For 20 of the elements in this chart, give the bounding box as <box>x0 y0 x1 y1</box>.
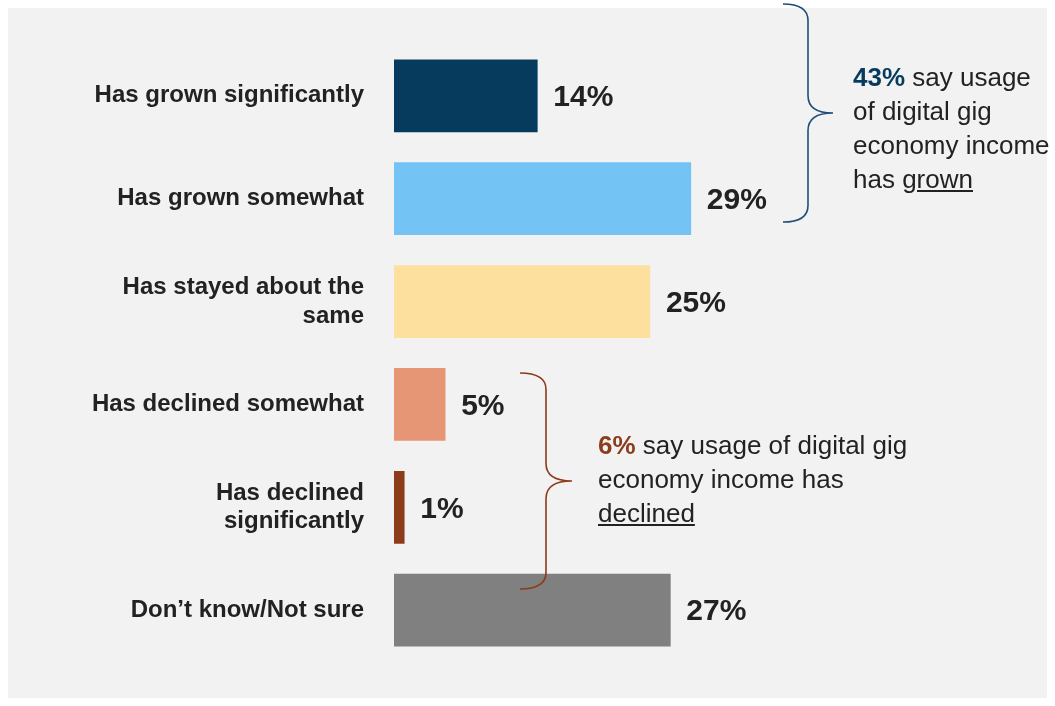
data-label: 14% <box>553 79 614 113</box>
bar <box>394 368 446 441</box>
data-label: 5% <box>461 387 505 421</box>
y-tick-label: Has declined significantly <box>215 477 365 534</box>
data-label: 27% <box>686 593 747 627</box>
y-tick-label: Has stayed about the same <box>122 271 364 328</box>
y-tick-label: Has grown significantly <box>94 80 365 108</box>
bar <box>394 59 538 133</box>
y-tick-label: Don’t know/Not sure <box>130 594 364 622</box>
text: 43% say usage of digital gig economy income has grown <box>853 62 1050 194</box>
y-tick-label: Has grown somewhat <box>117 183 364 211</box>
bar <box>394 470 405 544</box>
bar <box>394 265 651 338</box>
data-label: 25% <box>665 284 726 318</box>
y-tick-label: Has declined somewhat <box>91 389 364 417</box>
bar <box>394 573 671 647</box>
bar <box>394 162 692 236</box>
data-label: 29% <box>706 181 767 215</box>
annotation: 6% say usage of digital gig economy income has declined <box>598 430 908 528</box>
data-label: 1% <box>420 490 464 524</box>
